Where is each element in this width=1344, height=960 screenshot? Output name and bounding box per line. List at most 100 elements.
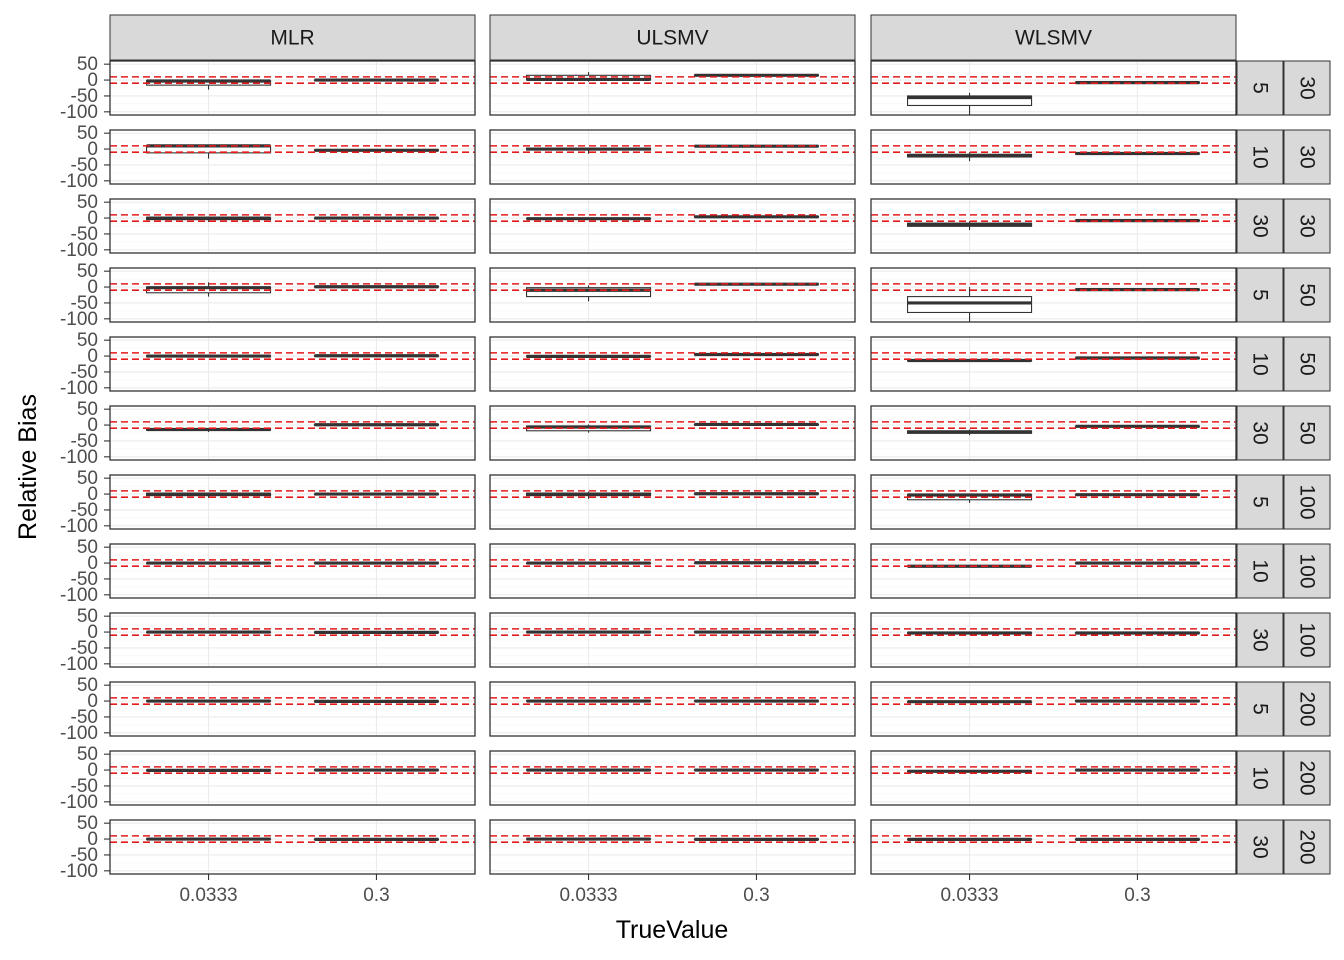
panel-border [489,267,856,323]
row-strip-label-outer: 100 [1296,484,1319,519]
row-strip-inner [1236,129,1284,185]
panel-border [870,198,1237,254]
row-strip-label-outer: 200 [1296,691,1319,726]
panel-wlsmv-5-100 [870,474,1237,530]
panel-ulsmv-10-30 [489,129,856,185]
y-tick-label: 50 [77,744,98,765]
row-strip-label-outer: 50 [1296,352,1319,375]
row-strip-outer [1283,543,1331,599]
panel-ulsmv-10-50 [489,336,856,392]
panel-border [489,681,856,737]
panel-mlr-5-50 [109,267,476,323]
panel-border [489,129,856,185]
row-strip-inner [1236,60,1284,116]
column-strip-wlsmv [870,14,1237,61]
row-strip-outer [1283,198,1331,254]
y-tick-label: 0 [87,415,98,436]
row-strip-label-outer: 30 [1296,214,1319,237]
panel-wlsmv-10-30 [870,129,1237,185]
row-strip-inner [1236,612,1284,668]
panel-ulsmv-30-30 [489,198,856,254]
y-tick-label: -100 [60,792,98,813]
row-strip-inner [1236,474,1284,530]
y-tick-label: -50 [71,638,98,659]
y-tick-label: -50 [71,293,98,314]
x-tick-label: 0.3 [1124,885,1150,906]
panel-border [109,336,476,392]
y-tick-label: 0 [87,760,98,781]
y-tick-label: -50 [71,224,98,245]
panel-border [870,336,1237,392]
y-tick-label: 50 [77,468,98,489]
y-tick-label: -100 [60,861,98,882]
panel-ulsmv-5-100 [489,474,856,530]
y-tick-label: 50 [77,675,98,696]
row-strip-label-inner: 5 [1249,496,1272,508]
y-tick-label: -100 [60,516,98,537]
panel-wlsmv-30-30 [870,198,1237,254]
y-tick-label: 0 [87,691,98,712]
y-tick-label: 50 [77,261,98,282]
column-strip-label: MLR [270,27,314,50]
y-tick-label: 0 [87,553,98,574]
panel-border [109,819,476,875]
panel-border [489,198,856,254]
y-tick-label: 0 [87,484,98,505]
y-tick-label: -50 [71,569,98,590]
panel-mlr-5-100 [109,474,476,530]
x-tick-label: 0.0333 [559,885,617,906]
x-axis-title: TrueValue [616,916,729,944]
x-tick-label: 0.0333 [179,885,237,906]
row-strip-label-outer: 50 [1296,283,1319,306]
y-axis-title: Relative Bias [14,394,42,540]
row-strip-outer [1283,405,1331,461]
panel-wlsmv-30-200 [870,819,1237,875]
panel-border [109,750,476,806]
row-strip-outer [1283,819,1331,875]
y-tick-label: 50 [77,54,98,75]
y-tick-label: -50 [71,500,98,521]
panel-mlr-10-100 [109,543,476,599]
row-strip-inner [1236,336,1284,392]
y-tick-label: -100 [60,654,98,675]
panel-mlr-10-30 [109,129,476,185]
panel-mlr-30-200 [109,819,476,875]
row-strip-outer [1283,681,1331,737]
row-strip-label-outer: 30 [1296,76,1319,99]
column-strip-label: ULSMV [636,27,708,50]
y-tick-label: -50 [71,776,98,797]
panel-wlsmv-10-200 [870,750,1237,806]
y-tick-label: -100 [60,723,98,744]
row-strip-outer [1283,474,1331,530]
row-strip-label-inner: 30 [1249,835,1272,858]
row-strip-outer [1283,60,1331,116]
y-tick-label: 0 [87,829,98,850]
y-tick-label: -50 [71,431,98,452]
panel-border [109,681,476,737]
y-tick-label: -100 [60,378,98,399]
panel-mlr-30-30 [109,198,476,254]
y-tick-label: 50 [77,537,98,558]
panel-mlr-10-200 [109,750,476,806]
panel-border [870,750,1237,806]
panel-border [870,681,1237,737]
y-tick-label: -100 [60,309,98,330]
row-strip-label-inner: 30 [1249,214,1272,237]
row-strip-outer [1283,336,1331,392]
row-strip-label-outer: 200 [1296,829,1319,864]
panel-ulsmv-10-200 [489,750,856,806]
y-tick-label: -50 [71,362,98,383]
y-tick-label: -100 [60,585,98,606]
panel-border [870,267,1237,323]
x-tick-label: 0.3 [743,885,769,906]
panel-border [109,543,476,599]
panel-border [870,819,1237,875]
row-strip-inner [1236,267,1284,323]
panel-border [489,819,856,875]
panel-border [109,60,476,116]
row-strip-outer [1283,612,1331,668]
panel-wlsmv-5-50 [870,267,1237,323]
panel-border [109,612,476,668]
